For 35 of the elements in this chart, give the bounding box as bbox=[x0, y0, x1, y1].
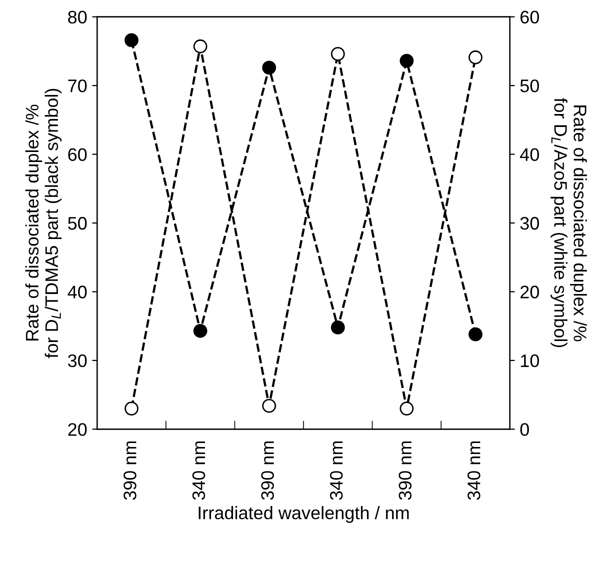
y-tick-label: 30 bbox=[68, 354, 87, 368]
point bbox=[193, 39, 208, 54]
point bbox=[262, 398, 276, 413]
y2-tick-label: 60 bbox=[520, 10, 539, 24]
point bbox=[468, 50, 482, 64]
x-tick-label: 340 nm bbox=[192, 441, 206, 500]
point bbox=[124, 33, 138, 48]
y2-tick-label: 30 bbox=[520, 216, 539, 230]
y-tick-label: 50 bbox=[68, 216, 87, 230]
x-tick-label: 340 nm bbox=[468, 441, 480, 500]
y-tick-label: 20 bbox=[68, 423, 87, 436]
y-axis-title: Rate of dissociated duplex /% for D$_{L}$/TDMA5 part (black symbol) bbox=[25, 88, 62, 358]
x-tick-label: 390 nm bbox=[261, 441, 274, 500]
point bbox=[330, 320, 345, 334]
point bbox=[124, 402, 138, 416]
y2-tick-label: 0 bbox=[520, 423, 529, 436]
point bbox=[400, 54, 414, 68]
y2-tick-label: 10 bbox=[520, 354, 539, 368]
y2-tick-label: 50 bbox=[520, 79, 539, 92]
x-tick-label: 390 nm bbox=[398, 441, 412, 500]
y2-tick-label: 20 bbox=[520, 286, 539, 298]
y-tick-label: 80 bbox=[68, 10, 87, 24]
point bbox=[262, 60, 276, 75]
y2-tick-label: 40 bbox=[520, 148, 539, 161]
y2-axis-title: Rate of dissociated duplex /% for D$_{L}$/Azo5 part (white symbol) bbox=[550, 98, 587, 348]
x-axis-title: Irradiated wavelength / nm bbox=[198, 506, 409, 523]
point bbox=[193, 324, 208, 338]
x-tick-label: 340 nm bbox=[330, 441, 343, 500]
x-tick-label: 390 nm bbox=[124, 441, 136, 500]
y-tick-label: 40 bbox=[68, 286, 87, 298]
y-tick-label: 70 bbox=[68, 79, 87, 92]
point bbox=[400, 402, 414, 416]
y-tick-label: 60 bbox=[68, 148, 87, 161]
point bbox=[330, 46, 345, 61]
point bbox=[468, 327, 482, 342]
